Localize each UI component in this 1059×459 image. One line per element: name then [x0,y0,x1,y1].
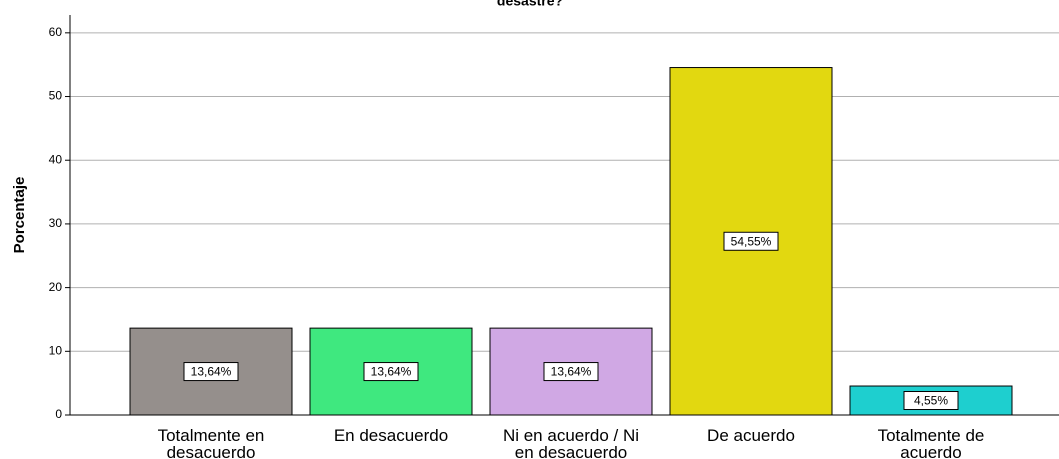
y-tick-label: 30 [49,216,63,230]
value-label: 54,55% [731,234,772,248]
y-tick-label: 60 [49,25,63,39]
x-tick-label: De acuerdo [707,426,795,445]
chart-title: desastre? [497,0,563,9]
value-label: 13,64% [371,365,412,379]
y-tick-label: 10 [49,343,63,357]
x-tick-label: Totalmente de acuerdo [877,426,985,459]
value-label: 4,55% [914,394,948,408]
value-label-box [723,231,779,251]
x-tick-label: Totalmente en desacuerdo [157,426,265,459]
value-label-box [183,362,239,382]
y-tick-label: 20 [49,280,63,294]
value-label-box [363,362,419,382]
x-tick-label: En desacuerdo [333,426,449,445]
y-axis-label: Porcentaje [11,177,28,254]
x-tick-label: Ni en acuerdo / Ni en desacuerdo [502,426,640,459]
value-label-box [903,391,959,411]
value-label-box [543,362,599,382]
y-tick-label: 0 [55,407,62,421]
value-label: 13,64% [551,365,592,379]
y-tick-label: 40 [49,152,63,166]
value-label: 13,64% [191,365,232,379]
y-tick-label: 50 [49,89,63,103]
